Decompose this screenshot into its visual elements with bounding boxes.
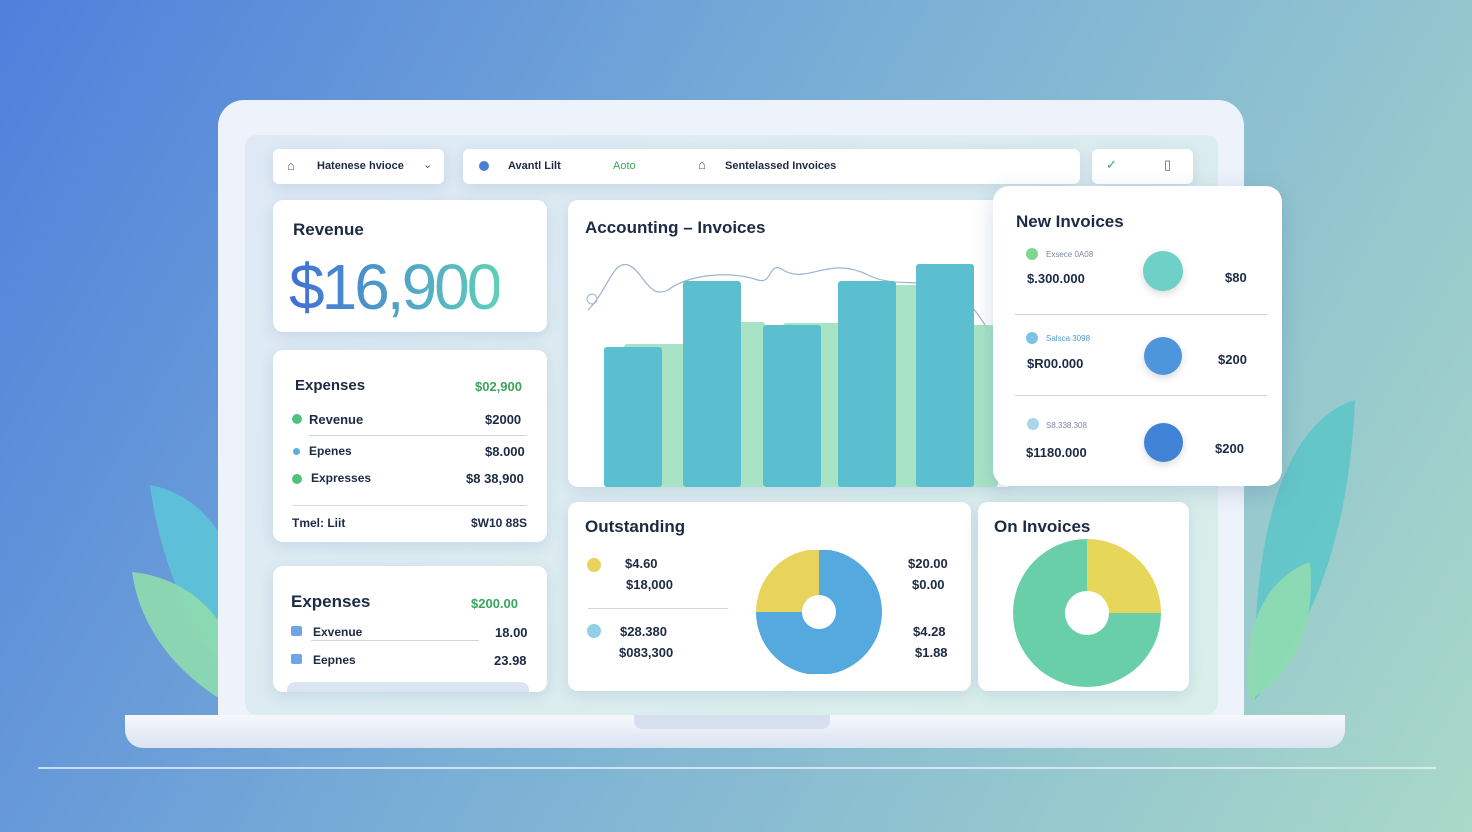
laptop-notch	[634, 715, 830, 729]
dot	[587, 624, 601, 638]
card-title: Outstanding	[585, 517, 686, 536]
row-value: $200	[1218, 352, 1247, 367]
scroll	[287, 682, 529, 692]
card-total: $200.00	[471, 596, 518, 611]
row-value: $80	[1225, 270, 1247, 285]
divider	[1015, 314, 1267, 315]
dot	[587, 558, 601, 572]
row-value: $2000	[485, 412, 522, 427]
icon[interactable]	[1144, 337, 1182, 375]
right-value: $4.28	[913, 624, 946, 639]
toolbar-actions[interactable]: ✓ ▯	[1092, 149, 1193, 184]
bar-chart	[586, 263, 998, 487]
toolbar-item: Avantl Lilt	[508, 160, 561, 172]
toolbar-search[interactable]: Avantl Lilt Aoto Sentelassed Invoices ⌂	[463, 149, 1080, 184]
row-amount: $1180.000	[1026, 445, 1087, 460]
row-label: Exsece 0A08	[1046, 250, 1094, 259]
pie-slice	[756, 550, 819, 612]
toolbar-item: Aoto	[613, 160, 636, 172]
row-label: Revenue	[309, 412, 364, 427]
on-invoices-card: On Invoices	[978, 502, 1189, 691]
footer-value: $W10 88S	[471, 516, 528, 530]
icon	[291, 654, 302, 664]
row-label: Eepnes	[313, 653, 356, 667]
row-value: 23.98	[494, 653, 527, 668]
bar	[683, 281, 741, 487]
card-title: New Invoices	[1016, 212, 1124, 231]
icon: ⌄	[423, 159, 433, 171]
left-value: $28.380	[620, 624, 667, 639]
row-label: Exvenue	[313, 625, 363, 639]
revenue-card: Revenue $16,900	[273, 200, 547, 332]
revenue-amount: $16,900	[289, 251, 502, 323]
outstanding-card: Outstanding $4.60 $18,000 $28.380 $083,3…	[568, 502, 971, 691]
chart-title: Accounting – Invoices	[585, 218, 766, 237]
dot	[292, 474, 302, 484]
icon[interactable]	[1143, 251, 1183, 291]
toolbar-item: Sentelassed Invoices	[725, 160, 837, 172]
left-value: $4.60	[625, 556, 658, 571]
dot	[293, 448, 300, 455]
icon: ⌂	[698, 157, 706, 172]
icon: ▯	[1164, 157, 1172, 172]
right-value: $0.00	[912, 577, 945, 592]
left-value: $18,000	[626, 577, 673, 592]
divider	[1015, 395, 1267, 396]
divider	[293, 505, 527, 506]
dot	[1026, 332, 1038, 344]
dot	[292, 414, 302, 424]
divider	[588, 608, 728, 609]
card-total: $02,900	[475, 379, 522, 394]
row-value: $200	[1215, 441, 1244, 456]
row-amount: $R00.000	[1027, 356, 1084, 371]
icon	[291, 626, 302, 636]
icon[interactable]	[1144, 423, 1183, 462]
bar	[916, 264, 974, 487]
row-value: $8.000	[485, 444, 525, 459]
divider	[311, 640, 479, 641]
card-title: Expenses	[295, 377, 366, 394]
icon: ✓	[1106, 157, 1117, 172]
expenses-card-2: Expenses $200.00 Exvenue 18.00 Eepnes 23…	[273, 566, 547, 692]
pie-hole	[1065, 591, 1109, 635]
card-title: Expenses	[291, 592, 371, 611]
divider	[309, 435, 527, 436]
pie-hole	[802, 595, 836, 629]
row-label: Expresses	[311, 471, 372, 485]
right-value: $1.88	[915, 645, 948, 660]
dot	[1026, 248, 1038, 260]
icon	[479, 161, 489, 171]
row-amount: $.300.000	[1027, 271, 1085, 286]
toolbar-select[interactable]: Hatenese hvioce ⌂ ⌄	[273, 149, 444, 184]
row-value: 18.00	[495, 625, 528, 640]
pie-chart	[756, 550, 882, 674]
card-title: On Invoices	[994, 517, 1091, 536]
row-value: $8 38,900	[466, 471, 524, 486]
bar	[763, 325, 821, 487]
bar	[838, 281, 896, 487]
new-invoices-card: New Invoices Exsece 0A08 $.300.000 $80 S…	[993, 186, 1282, 486]
expenses-card: Expenses $02,900 Revenue $2000 Epenes $8…	[273, 350, 547, 542]
bar	[604, 347, 662, 487]
toolbar-item: Hatenese hvioce	[317, 160, 404, 172]
row-label: Epenes	[309, 444, 352, 458]
chart-card: Accounting – Invoices	[568, 200, 1008, 487]
footer-label: Tmel: Liit	[292, 516, 346, 530]
row-label: Salsca 3098	[1046, 334, 1091, 343]
right-value: $20.00	[908, 556, 948, 571]
dot	[1027, 418, 1039, 430]
pie-slice	[1087, 539, 1161, 613]
row-label: S8.338.308	[1046, 421, 1087, 430]
pie-chart	[1013, 539, 1161, 687]
icon: ⌂	[287, 158, 295, 173]
card-title: Revenue	[293, 220, 364, 239]
left-value: $083,300	[619, 645, 674, 660]
